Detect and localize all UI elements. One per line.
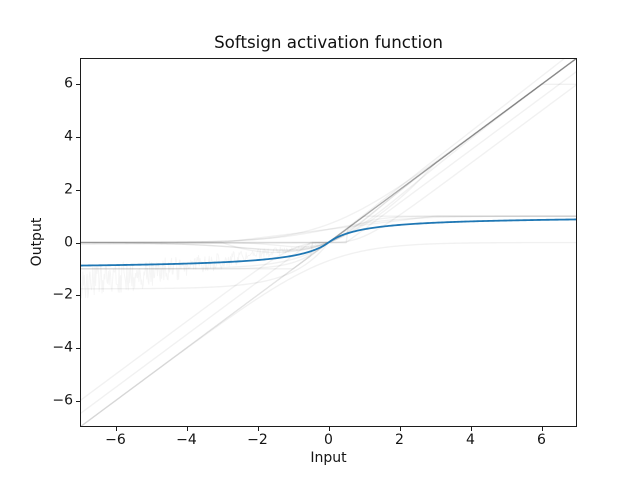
plot-border — [80, 58, 577, 427]
y-tick-mark — [76, 189, 80, 191]
y-tick-label: −2 — [52, 286, 73, 303]
y-tick-mark — [76, 137, 80, 139]
curve — [80, 58, 577, 248]
curves-svg — [80, 58, 577, 427]
x-tick-mark — [328, 427, 330, 431]
curve — [80, 215, 577, 244]
y-tick-label: 2 — [64, 181, 73, 198]
x-tick-mark — [399, 427, 401, 431]
y-tick-mark — [76, 400, 80, 402]
y-tick-label: 4 — [64, 128, 73, 145]
curve — [80, 58, 577, 244]
chart-title: Softsign activation function — [214, 32, 443, 52]
x-tick-label: 2 — [395, 432, 404, 448]
curve — [80, 58, 577, 270]
x-tick-mark — [115, 427, 117, 431]
y-tick-label: 6 — [64, 76, 73, 93]
curve — [80, 58, 577, 244]
x-axis-label: Input — [310, 450, 347, 466]
x-tick-label: 4 — [466, 432, 475, 448]
y-tick-mark — [76, 295, 80, 297]
curve — [80, 58, 577, 254]
y-axis-label: Output — [29, 217, 45, 267]
x-tick-label: −2 — [247, 432, 268, 448]
y-tick-label: −4 — [52, 339, 73, 356]
y-tick-label: 0 — [64, 234, 73, 251]
x-tick-mark — [257, 427, 259, 431]
curve — [80, 218, 577, 267]
curve — [80, 215, 577, 244]
y-tick-label: −6 — [52, 392, 73, 409]
y-tick-mark — [76, 347, 80, 349]
x-tick-label: −6 — [105, 432, 126, 448]
curve — [80, 58, 577, 252]
x-tick-label: 6 — [537, 432, 546, 448]
x-tick-label: −4 — [176, 432, 197, 448]
curve — [80, 83, 577, 244]
curve — [80, 58, 567, 290]
y-tick-mark — [76, 84, 80, 86]
curve — [80, 241, 577, 427]
x-tick-mark — [541, 427, 543, 431]
y-tick-mark — [76, 242, 80, 244]
x-tick-mark — [186, 427, 188, 431]
curve — [80, 58, 577, 299]
x-tick-label: 0 — [324, 432, 333, 448]
x-tick-mark — [470, 427, 472, 431]
plot-area — [80, 58, 577, 427]
